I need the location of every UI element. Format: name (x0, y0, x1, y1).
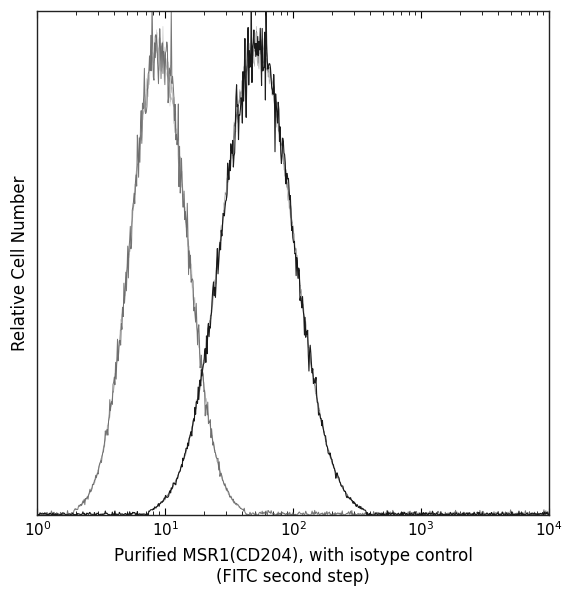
X-axis label: Purified MSR1(CD204), with isotype control
(FITC second step): Purified MSR1(CD204), with isotype contr… (114, 547, 472, 586)
Y-axis label: Relative Cell Number: Relative Cell Number (11, 176, 29, 351)
